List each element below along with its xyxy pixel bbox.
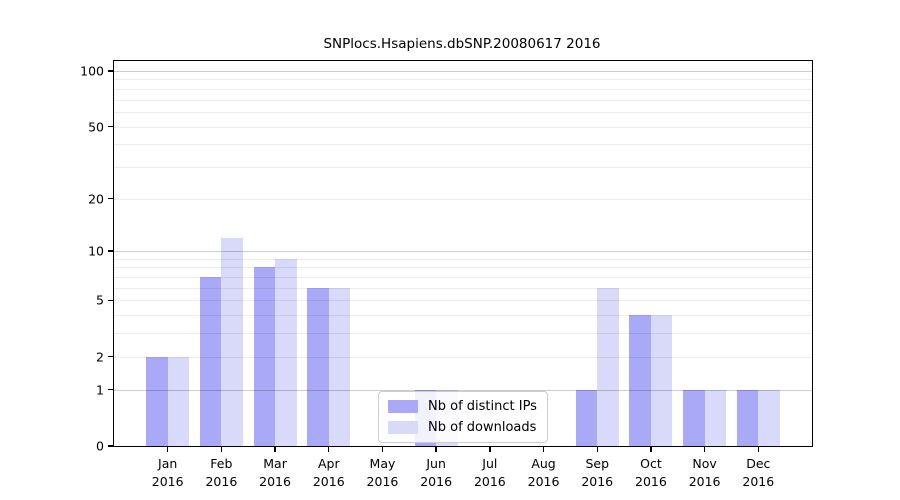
gridline-minor [114,99,812,101]
legend-label-downloads: Nb of downloads [428,420,537,435]
gridline-minor [114,267,812,269]
y-tick-label: 0 [96,438,104,454]
bar-distinct-ips-dec [736,389,759,446]
bar-distinct-ips-nov [683,389,705,446]
bar-distinct-ips-jan [146,356,168,446]
x-tick [703,446,706,452]
gridline-minor [114,111,812,113]
legend-label-distinct-ips: Nb of distinct IPs [428,399,537,414]
y-tick-label: 5 [96,292,104,308]
y-tick [108,445,114,447]
gridline-minor [114,258,812,260]
y-tick-label: 100 [80,63,104,79]
legend-item-downloads: Nb of downloads [388,420,537,435]
x-tick-label: Jun 2016 [420,456,453,490]
x-tick-label: Jan 2016 [151,456,184,490]
bar-downloads-apr [328,287,351,446]
bar-distinct-ips-sep [575,389,598,446]
legend-swatch-distinct-ips [388,400,418,413]
y-tick-label: 2 [96,349,104,365]
x-tick-label: Sep 2016 [581,456,614,490]
x-tick [220,446,223,452]
x-tick-label: Jul 2016 [473,456,506,490]
bar-downloads-sep [597,287,619,446]
gridline-minor [114,198,812,200]
y-tick [108,197,114,200]
x-tick [650,446,652,452]
x-tick [542,446,545,452]
y-tick [108,388,114,391]
gridline-minor [114,79,812,81]
x-tick [381,446,384,452]
x-tick-label: Nov 2016 [688,456,721,490]
x-tick-label: Aug 2016 [527,456,560,490]
x-tick-label: Mar 2016 [259,456,291,490]
gridline-major [114,71,812,72]
bar-distinct-ips-apr [307,287,329,446]
x-tick [274,446,276,452]
legend-item-distinct-ips: Nb of distinct IPs [388,399,537,414]
bar-distinct-ips-feb [199,277,222,446]
bar-downloads-mar [275,258,297,446]
gridline-minor [114,166,812,168]
y-tick-label: 20 [88,191,104,207]
x-tick [328,446,330,452]
legend-swatch-downloads [388,421,418,434]
bar-downloads-feb [221,237,243,446]
y-tick [108,70,114,72]
chart-title: SNPlocs.Hsapiens.dbSNP.20080617 2016 [323,36,601,52]
y-tick [108,125,114,128]
gridline-major [114,251,812,253]
y-tick [108,250,114,252]
plot-area: Nb of distinct IPs Nb of downloads Jan 20… [80,60,813,489]
x-tick-label: May 2016 [366,456,399,490]
gridline-minor [114,88,812,90]
legend: Nb of distinct IPs Nb of downloads [378,391,548,443]
x-tick [596,446,598,452]
bar-distinct-ips-mar [253,267,276,446]
bar-downloads-dec [758,389,780,446]
bar-downloads-jan [167,356,190,446]
x-tick-label: Feb 2016 [205,456,238,490]
y-tick-label: 50 [88,119,104,135]
bar-downloads-oct [650,315,673,446]
x-tick [757,446,759,452]
x-tick [435,446,437,452]
y-tick-label: 1 [96,382,104,398]
x-tick-label: Dec 2016 [742,456,775,490]
y-tick [108,356,114,358]
x-tick-label: Apr 2016 [312,456,345,490]
y-tick [108,299,114,302]
bar-distinct-ips-oct [629,315,651,446]
y-tick-label: 10 [88,243,104,259]
x-tick [166,446,169,452]
gridline-minor [114,144,812,146]
x-tick [489,446,491,452]
bar-downloads-nov [704,389,727,446]
gridline-minor [114,126,812,128]
x-tick-label: Oct 2016 [635,456,667,490]
